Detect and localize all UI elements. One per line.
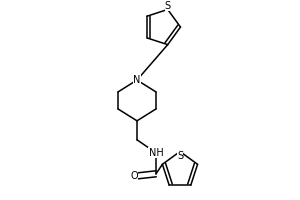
Text: NH: NH <box>148 148 164 158</box>
Text: S: S <box>165 1 171 11</box>
Text: N: N <box>133 75 141 85</box>
Text: S: S <box>177 151 183 161</box>
Text: O: O <box>130 171 138 181</box>
